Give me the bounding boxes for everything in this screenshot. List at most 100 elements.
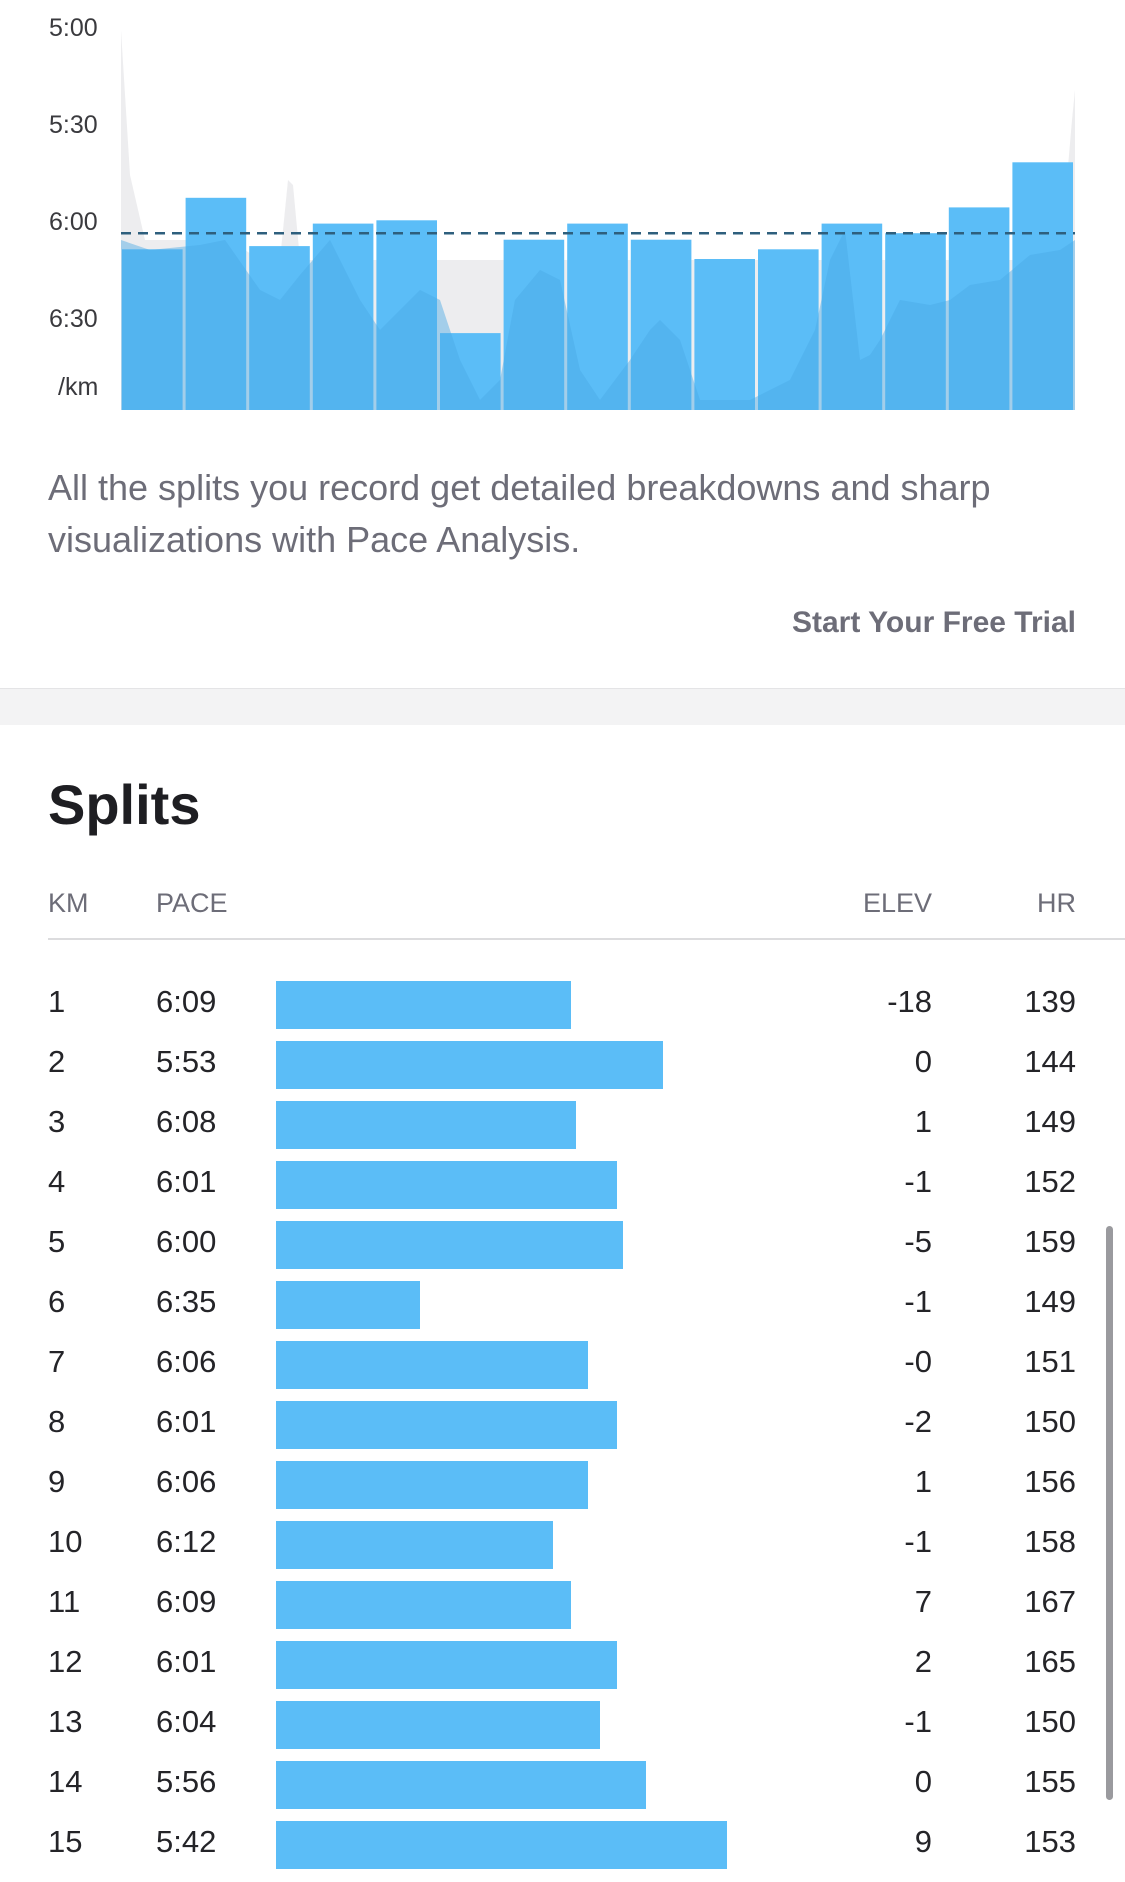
split-elev: 7 <box>914 1584 932 1619</box>
split-km: 3 <box>48 1104 66 1139</box>
heart-rate-area <box>121 230 1075 410</box>
y-axis-tick-label: 6:00 <box>49 208 98 236</box>
split-pace: 6:06 <box>156 1464 217 1499</box>
split-pace: 6:09 <box>156 984 217 1019</box>
split-pace: 6:01 <box>156 1644 217 1679</box>
split-hr: 152 <box>1024 1164 1076 1199</box>
split-km: 13 <box>48 1704 83 1739</box>
split-hr: 150 <box>1024 1704 1076 1739</box>
split-elev: -18 <box>887 984 932 1019</box>
split-km: 1 <box>48 984 66 1019</box>
split-hr: 167 <box>1024 1584 1076 1619</box>
split-row: 11 6:09 7 167 <box>0 1572 1125 1632</box>
split-pace-bar <box>276 1701 600 1749</box>
split-row: 2 5:53 0 144 <box>0 1032 1125 1092</box>
split-pace: 6:08 <box>156 1104 217 1139</box>
split-hr: 153 <box>1024 1824 1076 1859</box>
y-axis-tick-label: /km <box>58 373 98 401</box>
split-hr: 150 <box>1024 1404 1076 1439</box>
split-pace: 6:09 <box>156 1584 217 1619</box>
split-km: 9 <box>48 1464 66 1499</box>
split-pace: 5:56 <box>156 1764 217 1799</box>
split-pace-bar <box>276 1161 617 1209</box>
split-hr: 149 <box>1024 1284 1076 1319</box>
split-elev: 2 <box>914 1644 932 1679</box>
pace-bar <box>249 246 310 410</box>
pace-bar <box>567 223 628 410</box>
split-row: 10 6:12 -1 158 <box>0 1512 1125 1572</box>
split-pace-bar <box>276 1401 617 1449</box>
y-axis-labels: 5:00 5:30 6:00 6:30/km <box>49 14 98 401</box>
pace-analysis-description: All the splits you record get detailed b… <box>48 467 991 560</box>
split-km: 11 <box>48 1584 81 1619</box>
y-axis-tick-label: 5:30 <box>49 111 98 139</box>
pace-bar <box>440 333 501 410</box>
split-row: 8 6:01 -2 150 <box>0 1392 1125 1452</box>
split-row: 15 5:42 9 153 <box>0 1812 1125 1872</box>
split-elev: -1 <box>904 1164 932 1199</box>
column-header-pace: PACE <box>156 888 228 918</box>
split-elev: -2 <box>904 1404 932 1439</box>
pace-bar <box>948 207 1010 410</box>
split-row: 9 6:06 1 156 <box>0 1452 1125 1512</box>
split-hr: 165 <box>1024 1644 1076 1679</box>
split-km: 12 <box>48 1644 83 1679</box>
split-pace-bar <box>276 1581 571 1629</box>
split-pace-bar <box>276 981 571 1029</box>
split-row: 7 6:06 -0 151 <box>0 1332 1125 1392</box>
split-pace: 6:06 <box>156 1344 217 1379</box>
split-elev: -1 <box>904 1524 932 1559</box>
split-pace: 5:42 <box>156 1824 217 1859</box>
pace-bar <box>376 220 437 410</box>
split-row: 14 5:56 0 155 <box>0 1752 1125 1812</box>
split-pace-bar <box>276 1821 727 1869</box>
split-pace: 6:00 <box>156 1224 217 1259</box>
splits-title: Splits <box>48 773 201 836</box>
y-axis-tick-label: 5:00 <box>49 14 98 42</box>
split-elev: -0 <box>904 1344 932 1379</box>
chart-bars <box>122 162 1073 410</box>
pace-bar <box>885 233 946 410</box>
split-row: 13 6:04 -1 150 <box>0 1692 1125 1752</box>
split-pace-bar <box>276 1761 646 1809</box>
split-pace: 6:01 <box>156 1164 217 1199</box>
start-free-trial-link[interactable]: Start Your Free Trial <box>792 606 1076 639</box>
split-hr: 159 <box>1024 1224 1076 1259</box>
column-header-hr: HR <box>1037 888 1076 918</box>
split-elev: 1 <box>914 1464 932 1499</box>
split-km: 6 <box>48 1284 66 1319</box>
split-row: 5 6:00 -5 159 <box>0 1212 1125 1272</box>
split-row: 4 6:01 -1 152 <box>0 1152 1125 1212</box>
y-axis-tick-label: 6:30 <box>49 305 98 333</box>
split-hr: 155 <box>1024 1764 1076 1799</box>
split-hr: 139 <box>1024 984 1076 1019</box>
split-elev: -5 <box>904 1224 932 1259</box>
split-row: 6 6:35 -1 149 <box>0 1272 1125 1332</box>
split-km: 2 <box>48 1044 66 1079</box>
split-elev: -1 <box>904 1284 932 1319</box>
pace-bar <box>503 239 565 410</box>
pace-bar <box>758 249 819 410</box>
split-pace-bar <box>276 1041 663 1089</box>
split-elev: 0 <box>914 1764 932 1799</box>
split-hr: 158 <box>1024 1524 1076 1559</box>
pace-chart: 5:00 5:30 6:00 6:30/km <box>49 14 1075 410</box>
split-elev: 1 <box>914 1104 932 1139</box>
pace-bar <box>1012 162 1073 410</box>
split-km: 10 <box>48 1524 83 1559</box>
chart-overlay-area <box>121 230 1075 410</box>
split-hr: 149 <box>1024 1104 1076 1139</box>
split-row: 1 6:09 -18 139 <box>0 972 1125 1032</box>
split-pace: 6:35 <box>156 1284 217 1319</box>
split-hr: 156 <box>1024 1464 1076 1499</box>
split-pace: 6:12 <box>156 1524 217 1559</box>
split-km: 8 <box>48 1404 66 1439</box>
section-divider <box>0 688 1125 725</box>
split-pace-bar <box>276 1341 588 1389</box>
scrollbar[interactable] <box>1106 1226 1113 1800</box>
split-km: 7 <box>48 1344 66 1379</box>
split-pace-bar <box>276 1521 553 1569</box>
split-pace: 6:01 <box>156 1404 217 1439</box>
split-pace-bar <box>276 1641 617 1689</box>
